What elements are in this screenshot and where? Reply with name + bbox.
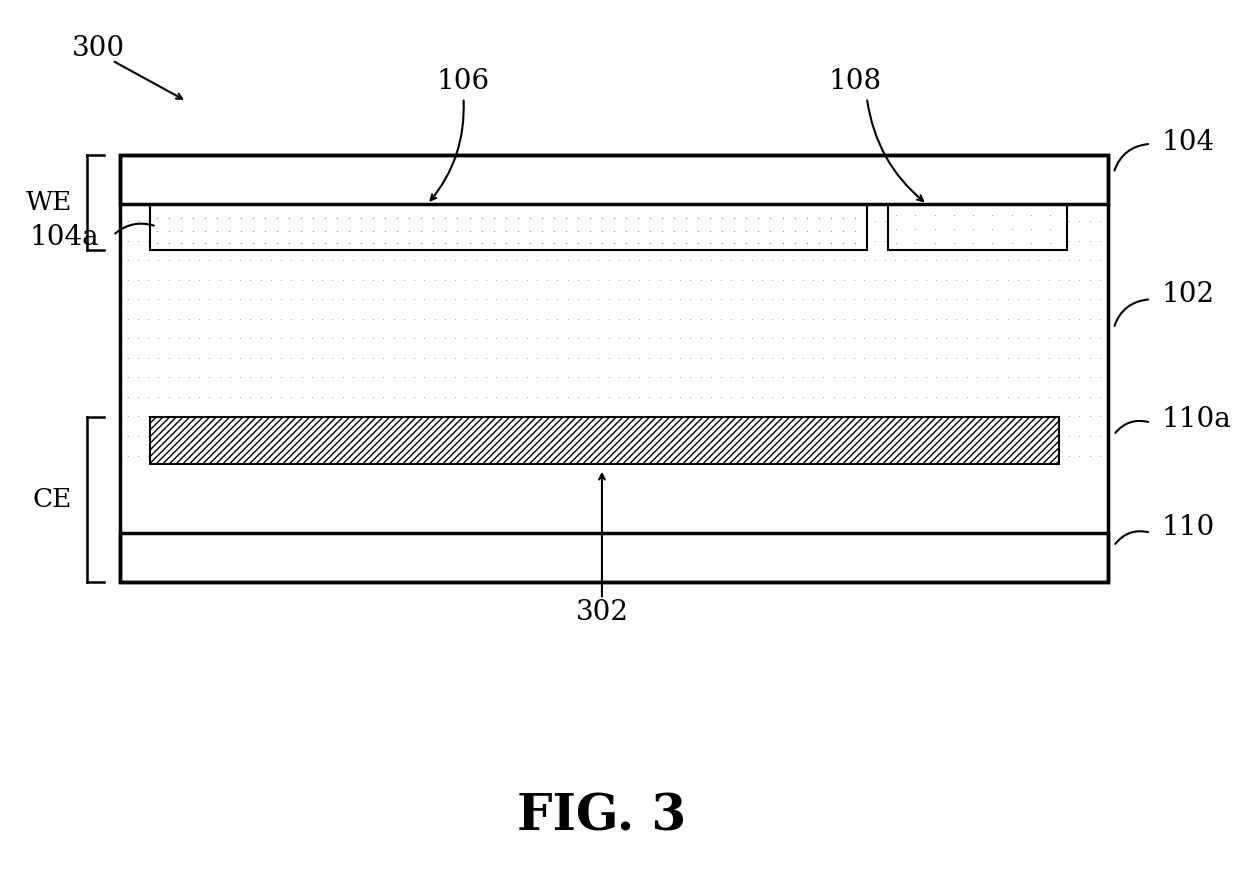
Bar	[889, 204, 1066, 250]
Bar	[120, 155, 1107, 204]
Text: 300: 300	[72, 36, 125, 62]
Text: 102: 102	[1162, 281, 1215, 308]
Text: 104: 104	[1162, 129, 1215, 155]
Bar	[120, 204, 1107, 466]
Text: 108: 108	[828, 68, 882, 95]
Text: 302: 302	[575, 599, 629, 626]
Bar	[120, 155, 1107, 582]
Text: 104a: 104a	[29, 224, 99, 250]
Bar	[120, 533, 1107, 582]
Text: 106: 106	[436, 68, 490, 95]
Bar	[150, 417, 1059, 464]
Text: CE: CE	[32, 487, 72, 512]
Text: 110a: 110a	[1162, 406, 1231, 432]
Text: WE: WE	[26, 190, 72, 216]
Text: 110: 110	[1162, 514, 1215, 541]
Bar	[150, 204, 867, 250]
Text: FIG. 3: FIG. 3	[517, 792, 687, 842]
